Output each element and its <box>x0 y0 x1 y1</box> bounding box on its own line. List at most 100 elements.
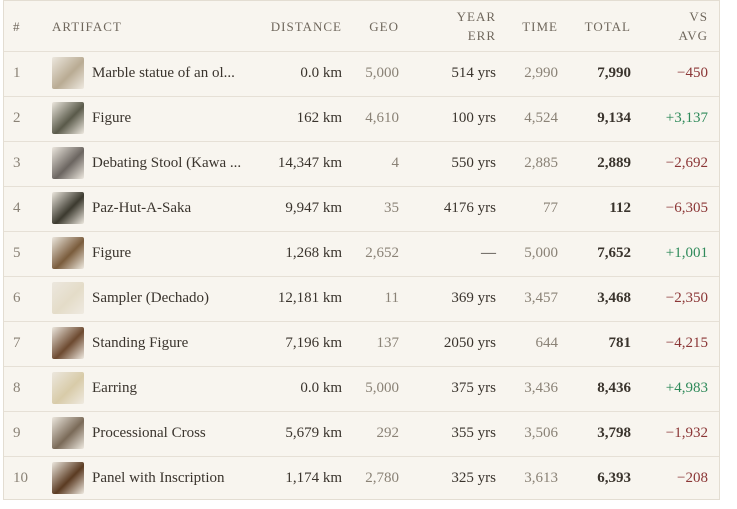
table-cell: Debating Stool (Kawa ... <box>92 155 242 171</box>
table-cell: 2,652 <box>365 245 399 261</box>
table-cell: 6,393 <box>597 470 631 486</box>
table-cell: 325 yrs <box>451 470 496 486</box>
table-cell: Earring <box>92 380 137 396</box>
row-divider <box>4 231 719 232</box>
table-cell: 1 <box>13 65 21 81</box>
table-cell: +3,137 <box>665 110 708 126</box>
table-cell: +1,001 <box>665 245 708 261</box>
table-cell: 3,798 <box>597 425 631 441</box>
artifact-thumbnail <box>52 102 84 134</box>
table-cell: 7,990 <box>597 65 631 81</box>
table-cell: −4,215 <box>665 335 708 351</box>
table-cell: 2,990 <box>524 65 558 81</box>
table-cell: 0.0 km <box>300 380 342 396</box>
table-cell: 3,613 <box>524 470 558 486</box>
table-cell: −1,932 <box>665 425 708 441</box>
table-cell: Panel with Inscription <box>92 470 225 486</box>
table-cell: 644 <box>535 335 559 351</box>
column-header: DISTANCE <box>270 18 342 34</box>
table-cell: 550 yrs <box>451 155 496 171</box>
table-cell: 162 km <box>296 110 342 126</box>
column-header: TOTAL <box>584 18 631 34</box>
table-cell: 5,000 <box>365 65 399 81</box>
row-divider <box>4 411 719 412</box>
table-cell: 100 yrs <box>451 110 496 126</box>
table-cell: 2,889 <box>597 155 631 171</box>
leaderboard-table: # ARTIFACT DISTANCE GEO YEAR ERR TIME TOTAL VS … <box>3 0 720 500</box>
table-cell: 12,181 km <box>277 290 342 306</box>
table-cell: 2,885 <box>524 155 558 171</box>
column-header: YEAR ERR <box>456 9 496 43</box>
column-header: # <box>13 18 21 34</box>
table-cell: 9 <box>13 425 21 441</box>
table-cell: 1,174 km <box>285 470 342 486</box>
artifact-thumbnail <box>52 57 84 89</box>
row-divider <box>4 276 719 277</box>
table-cell: 11 <box>384 290 399 306</box>
artifact-thumbnail <box>52 372 84 404</box>
row-divider <box>4 456 719 457</box>
table-cell: 4 <box>391 155 400 171</box>
table-cell: 9,134 <box>597 110 631 126</box>
table-cell: Figure <box>92 110 132 126</box>
table-cell: 5,000 <box>365 380 399 396</box>
table-cell: 4,524 <box>524 110 558 126</box>
table-cell: +4,983 <box>665 380 708 396</box>
table-cell: 3 <box>13 155 21 171</box>
table-cell: 4,610 <box>365 110 399 126</box>
column-header: GEO <box>369 18 399 34</box>
table-cell: Figure <box>92 245 132 261</box>
table-cell: 0.0 km <box>300 65 342 81</box>
column-header: ARTIFACT <box>52 18 122 34</box>
table-cell: 292 <box>376 425 400 441</box>
artifact-thumbnail <box>52 282 84 314</box>
table-cell: 7,196 km <box>285 335 342 351</box>
table-cell: Sampler (Dechado) <box>92 290 210 306</box>
table-cell: 781 <box>608 335 632 351</box>
row-divider <box>4 186 719 187</box>
row-divider <box>4 51 719 52</box>
table-cell: −208 <box>677 470 708 486</box>
table-cell: 137 <box>376 335 400 351</box>
table-cell: −2,350 <box>665 290 708 306</box>
table-cell: 2,780 <box>365 470 399 486</box>
table-cell: 5 <box>13 245 21 261</box>
artifact-thumbnail <box>52 192 84 224</box>
table-cell: — <box>481 245 496 261</box>
table-cell: 9,947 km <box>285 200 342 216</box>
column-header: TIME <box>522 18 558 34</box>
table-cell: 5,000 <box>524 245 558 261</box>
table-cell: 369 yrs <box>451 290 496 306</box>
row-divider <box>4 96 719 97</box>
table-cell: 7 <box>13 335 21 351</box>
table-cell: 77 <box>543 200 558 216</box>
table-cell: 4 <box>13 200 21 216</box>
artifact-thumbnail <box>52 462 84 494</box>
table-cell: 3,457 <box>524 290 558 306</box>
artifact-thumbnail <box>52 237 84 269</box>
row-divider <box>4 141 719 142</box>
row-divider <box>4 321 719 322</box>
table-cell: 112 <box>609 200 631 216</box>
table-cell: 3,436 <box>524 380 558 396</box>
column-header: VS AVG <box>678 9 708 43</box>
table-cell: 7,652 <box>597 245 631 261</box>
row-divider <box>4 366 719 367</box>
table-cell: 5,679 km <box>285 425 342 441</box>
table-cell: 2 <box>13 110 21 126</box>
table-cell: 375 yrs <box>451 380 496 396</box>
table-cell: 6 <box>13 290 21 306</box>
table-cell: −450 <box>677 65 708 81</box>
table-cell: 355 yrs <box>451 425 496 441</box>
table-cell: 2050 yrs <box>443 335 496 351</box>
table-cell: 10 <box>13 470 28 486</box>
artifact-thumbnail <box>52 417 84 449</box>
table-cell: 35 <box>384 200 399 216</box>
table-cell: Processional Cross <box>92 425 206 441</box>
table-cell: 1,268 km <box>285 245 342 261</box>
table-cell: 4176 yrs <box>443 200 496 216</box>
artifact-thumbnail <box>52 147 84 179</box>
table-cell: −6,305 <box>665 200 708 216</box>
table-cell: 8,436 <box>597 380 631 396</box>
table-cell: −2,692 <box>665 155 708 171</box>
